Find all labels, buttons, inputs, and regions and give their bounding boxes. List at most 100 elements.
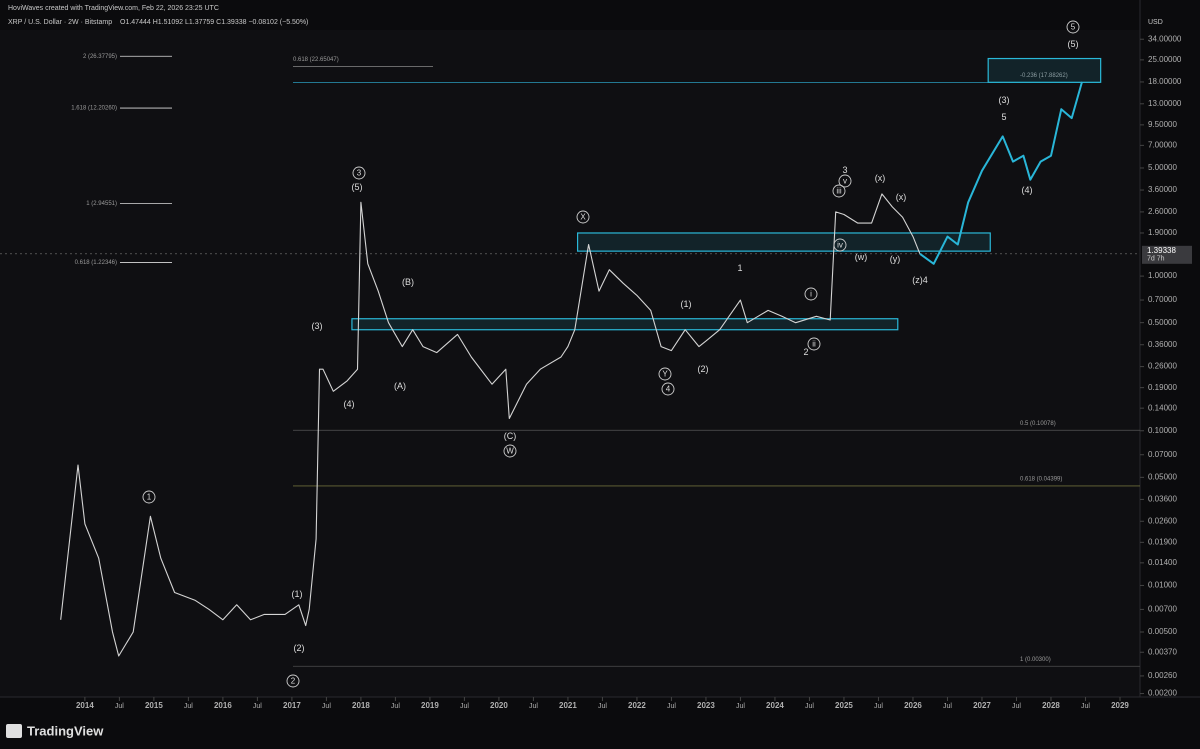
wave-label: 1 <box>737 263 742 273</box>
x-tick-label: Jul <box>874 703 883 710</box>
y-tick-label: 0.50000 <box>1148 318 1177 327</box>
y-tick-label: 34.00000 <box>1148 34 1182 43</box>
wave-label: (x) <box>896 192 907 202</box>
x-tick-label: Jul <box>805 703 814 710</box>
wave-label: (A) <box>394 381 406 391</box>
wave-label: (4) <box>1022 185 1033 195</box>
currency: USD <box>1148 19 1163 26</box>
fib-label: 0.618 (22.65047) <box>293 57 339 63</box>
x-tick-label: 2017 <box>283 701 301 710</box>
wave-circle <box>286 674 300 688</box>
y-tick-label: 7.00000 <box>1148 140 1177 149</box>
axes: 34.0000025.0000018.0000013.000009.500007… <box>76 34 1182 710</box>
wave-label: (1) <box>681 299 692 309</box>
wave-label: 3 <box>842 165 847 175</box>
y-tick-label: 0.03600 <box>1148 495 1177 504</box>
zone <box>351 318 899 331</box>
x-tick-label: Jul <box>184 703 193 710</box>
x-tick-label: Jul <box>460 703 469 710</box>
wave-circle <box>804 287 818 301</box>
wave-circle <box>838 174 852 188</box>
wave-circle <box>833 238 847 252</box>
y-tick-label: 0.00370 <box>1148 647 1177 656</box>
y-tick-label: 0.00200 <box>1148 689 1177 698</box>
y-tick-label: 0.36000 <box>1148 340 1177 349</box>
x-tick-label: Jul <box>943 703 952 710</box>
symbol-title: XRP / U.S. Dollar · 2W · Bitstamp <box>8 19 112 26</box>
wave-label: 5 <box>1001 112 1006 122</box>
countdown: 7d 7h <box>1147 256 1165 263</box>
y-tick-label: 0.00260 <box>1148 671 1177 680</box>
fib-label: 0.618 (0.04399) <box>1020 477 1062 483</box>
y-tick-label: 0.05000 <box>1148 472 1177 481</box>
wave-label: (5) <box>1068 39 1079 49</box>
wave-label: i <box>810 290 812 299</box>
y-tick-label: 3.60000 <box>1148 185 1177 194</box>
x-tick-label: 2022 <box>628 701 646 710</box>
x-tick-label: Jul <box>1012 703 1021 710</box>
price-line <box>60 193 921 657</box>
x-tick-label: Jul <box>322 703 331 710</box>
y-tick-label: 0.01900 <box>1148 537 1177 546</box>
wave-label: (4) <box>344 399 355 409</box>
x-tick-label: 2020 <box>490 701 508 710</box>
plot-area <box>0 30 1140 697</box>
x-tick-label: 2028 <box>1042 701 1060 710</box>
y-tick-label: 0.07000 <box>1148 450 1177 459</box>
x-tick-label: 2025 <box>835 701 853 710</box>
brand-logo <box>6 724 22 738</box>
wave-label: (3) <box>312 321 323 331</box>
fib-label: 0.5 (0.10078) <box>1020 421 1056 427</box>
x-tick-label: 2024 <box>766 701 784 710</box>
y-tick-label: 0.70000 <box>1148 295 1177 304</box>
wave-label: (3) <box>999 95 1010 105</box>
wave-label: (x) <box>875 173 886 183</box>
y-tick-label: 0.01000 <box>1148 581 1177 590</box>
x-tick-label: Jul <box>115 703 124 710</box>
y-tick-label: 0.19000 <box>1148 383 1177 392</box>
x-tick-label: Jul <box>667 703 676 710</box>
ohlc: O1.47444 H1.51092 L1.37759 C1.39338 −0.0… <box>120 19 308 26</box>
y-tick-label: 0.00700 <box>1148 605 1177 614</box>
wave-label: (y) <box>890 254 901 264</box>
y-tick-label: 0.00500 <box>1148 627 1177 636</box>
wave-label: (C) <box>504 431 517 441</box>
wave-label: 1 <box>147 493 152 502</box>
y-tick-label: 1.90000 <box>1148 228 1177 237</box>
wave-label: 2 <box>803 347 808 357</box>
x-tick-label: Jul <box>391 703 400 710</box>
y-tick-label: 9.50000 <box>1148 120 1177 129</box>
wave-label: (2) <box>294 643 305 653</box>
wave-label: 4 <box>666 385 671 394</box>
wave-circle <box>1066 20 1080 34</box>
x-tick-label: 2021 <box>559 701 577 710</box>
last-price: 1.39338 <box>1147 246 1176 255</box>
x-tick-label: 2015 <box>145 701 163 710</box>
x-tick-label: 2023 <box>697 701 715 710</box>
wave-label: ii <box>812 340 816 349</box>
wave-label: 3 <box>357 169 362 178</box>
x-tick-label: 2019 <box>421 701 439 710</box>
x-tick-label: 2018 <box>352 701 370 710</box>
wave-label: X <box>580 213 586 222</box>
y-tick-label: 25.00000 <box>1148 55 1182 64</box>
fib-label: 0.618 (1.22346) <box>75 260 117 266</box>
x-tick-label: Jul <box>598 703 607 710</box>
last-price-tag <box>1142 245 1192 264</box>
wave-label: (z)4 <box>912 275 928 285</box>
wave-circle <box>807 337 821 351</box>
credit: HoviWaves created with TradingView.com, … <box>8 5 219 12</box>
y-tick-label: 18.00000 <box>1148 77 1182 86</box>
x-tick-label: 2026 <box>904 701 922 710</box>
wave-circle <box>658 367 672 381</box>
y-tick-label: 5.00000 <box>1148 163 1177 172</box>
zone <box>987 57 1102 83</box>
y-tick-label: 0.10000 <box>1148 426 1177 435</box>
fib-label: 1.618 (12.20260) <box>71 106 117 112</box>
wave-circle <box>142 490 156 504</box>
y-tick-label: 0.14000 <box>1148 403 1177 412</box>
wave-label: 5 <box>1071 23 1076 32</box>
fib-label: 1 (2.94551) <box>86 201 117 207</box>
wave-circle <box>832 184 846 198</box>
